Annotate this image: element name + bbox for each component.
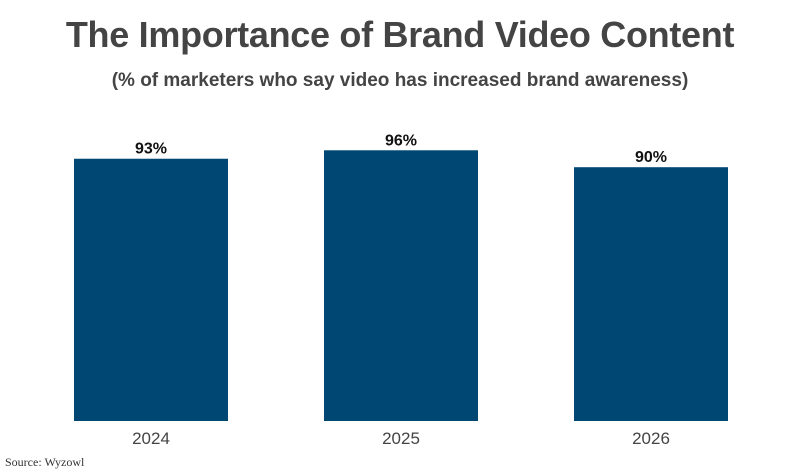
x-tick-2026: 2026 xyxy=(632,429,670,448)
data-label-2024: 93% xyxy=(135,141,167,158)
data-label-2026: 90% xyxy=(635,149,667,166)
bar-2025 xyxy=(324,150,478,421)
bar-2024 xyxy=(74,158,228,422)
x-tick-2024: 2024 xyxy=(132,429,170,448)
source-note: Source: Wyzowl xyxy=(5,455,85,469)
bar-2026 xyxy=(574,167,728,421)
x-tick-2025: 2025 xyxy=(382,429,420,448)
chart-subtitle: (% of marketers who say video has increa… xyxy=(111,70,689,91)
data-label-2025: 96% xyxy=(385,132,417,149)
chart-title: The Importance of Brand Video Content xyxy=(65,14,735,55)
